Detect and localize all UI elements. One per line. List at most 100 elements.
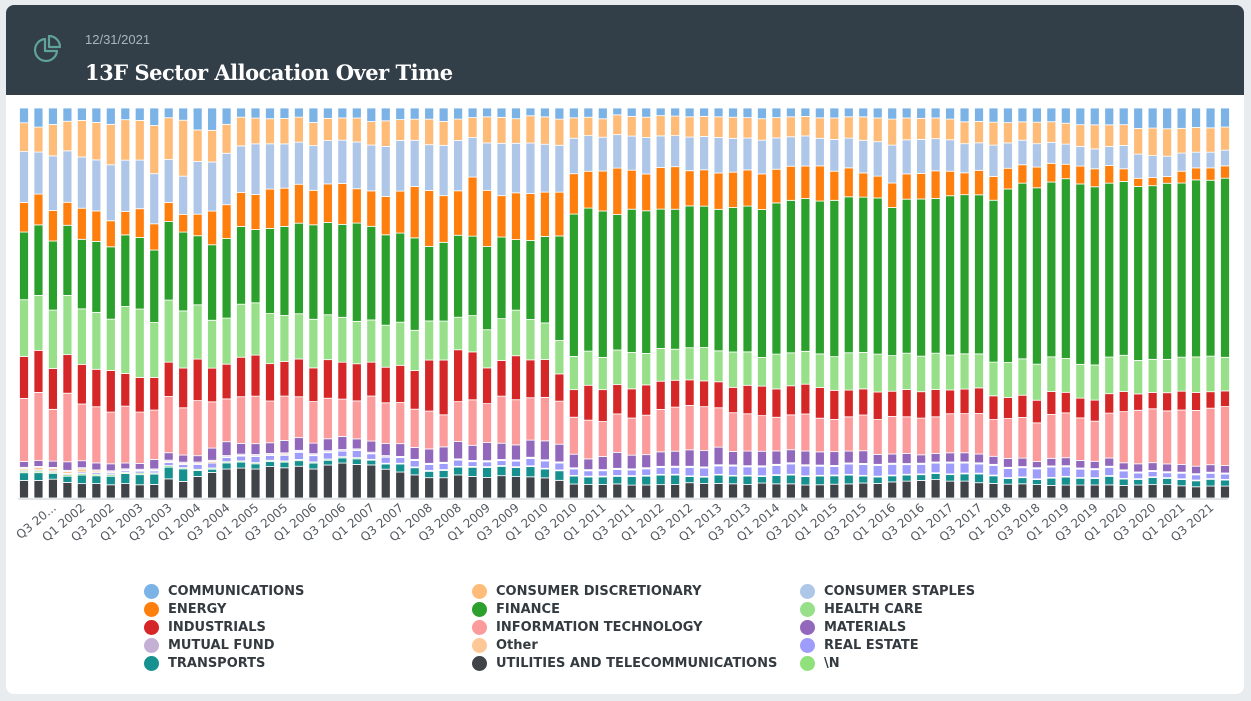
bar-segment[interactable] [655, 451, 666, 467]
bar-segment[interactable] [149, 484, 160, 499]
bar-segment[interactable] [1191, 480, 1201, 488]
bar-segment[interactable] [988, 475, 999, 484]
bar-segment[interactable] [641, 210, 652, 354]
bar-segment[interactable] [19, 107, 29, 124]
bar-segment[interactable] [684, 116, 695, 138]
bar-segment[interactable] [771, 388, 782, 418]
bar-segment[interactable] [1220, 126, 1230, 151]
bar-segment[interactable] [221, 107, 232, 125]
bar-segment[interactable] [511, 107, 521, 120]
bar-segment[interactable] [351, 222, 362, 322]
bar-segment[interactable] [453, 474, 463, 499]
bar-segment[interactable] [829, 483, 840, 499]
bar-segment[interactable] [453, 466, 463, 476]
bar-segment[interactable] [540, 359, 550, 398]
bar-segment[interactable] [959, 413, 970, 454]
bar-segment[interactable] [670, 406, 681, 452]
bar-segment[interactable] [48, 240, 58, 311]
bar-segment[interactable] [1104, 475, 1115, 486]
bar-segment[interactable] [757, 107, 767, 120]
bar-segment[interactable] [597, 170, 608, 212]
bar-segment[interactable] [279, 187, 290, 227]
bar-segment[interactable] [1060, 163, 1071, 180]
bar-segment[interactable] [1162, 392, 1173, 412]
bar-segment[interactable] [1191, 127, 1201, 153]
bar-segment[interactable] [1220, 107, 1230, 128]
bar-segment[interactable] [1075, 183, 1086, 365]
bar-segment[interactable] [236, 442, 246, 455]
bar-segment[interactable] [872, 197, 883, 355]
bar-segment[interactable] [872, 465, 883, 477]
bar-segment[interactable] [1133, 177, 1144, 187]
bar-segment[interactable] [757, 482, 767, 499]
bar-segment[interactable] [945, 107, 955, 120]
bar-segment[interactable] [62, 461, 73, 471]
bar-segment[interactable] [583, 350, 594, 386]
bar-segment[interactable] [380, 456, 391, 464]
bar-segment[interactable] [872, 353, 883, 393]
bar-segment[interactable] [1220, 473, 1230, 480]
bar-segment[interactable] [1118, 145, 1129, 170]
bar-segment[interactable] [1191, 410, 1201, 467]
bar-segment[interactable] [554, 443, 565, 463]
bar-segment[interactable] [366, 395, 377, 442]
bar-segment[interactable] [930, 198, 941, 354]
bar-segment[interactable] [945, 462, 955, 475]
bar-segment[interactable] [1075, 107, 1086, 126]
bar-segment[interactable] [467, 466, 478, 477]
bar-segment[interactable] [1031, 187, 1042, 365]
bar-segment[interactable] [525, 476, 536, 499]
bar-segment[interactable] [424, 359, 435, 412]
legend-item[interactable]: CONSUMER STAPLES [800, 582, 975, 600]
bar-segment[interactable] [308, 189, 319, 226]
bar-segment[interactable] [525, 397, 536, 441]
bar-segment[interactable] [33, 460, 44, 467]
bar-segment[interactable] [771, 475, 782, 485]
bar-segment[interactable] [496, 460, 507, 466]
bar-segment[interactable] [1220, 406, 1230, 466]
bar-segment[interactable] [62, 120, 73, 152]
bar-segment[interactable] [294, 460, 304, 467]
bar-segment[interactable] [279, 395, 290, 441]
bar-segment[interactable] [843, 483, 854, 499]
bar-segment[interactable] [742, 384, 753, 415]
bar-segment[interactable] [612, 134, 623, 169]
bar-segment[interactable] [380, 120, 391, 147]
bar-segment[interactable] [800, 116, 811, 137]
bar-segment[interactable] [1176, 390, 1187, 411]
bar-segment[interactable] [120, 483, 131, 499]
bar-segment[interactable] [945, 474, 955, 482]
bar-segment[interactable] [380, 107, 391, 122]
bar-segment[interactable] [250, 395, 261, 445]
bar-segment[interactable] [134, 120, 145, 161]
bar-segment[interactable] [1017, 394, 1028, 418]
bar-segment[interactable] [250, 229, 261, 304]
bar-segment[interactable] [540, 107, 550, 118]
bar-segment[interactable] [496, 465, 507, 477]
bar-segment[interactable] [554, 144, 565, 193]
bar-segment[interactable] [149, 377, 160, 411]
bar-segment[interactable] [554, 462, 565, 471]
bar-segment[interactable] [351, 320, 362, 365]
bar-segment[interactable] [945, 354, 955, 391]
bar-segment[interactable] [699, 205, 709, 348]
bar-segment[interactable] [1046, 121, 1057, 143]
bar-segment[interactable] [163, 452, 174, 461]
bar-segment[interactable] [1118, 470, 1129, 479]
bar-segment[interactable] [713, 465, 724, 475]
bar-segment[interactable] [525, 359, 536, 399]
bar-segment[interactable] [19, 398, 29, 462]
bar-segment[interactable] [1162, 182, 1173, 360]
bar-segment[interactable] [322, 359, 333, 399]
bar-segment[interactable] [684, 136, 695, 172]
bar-segment[interactable] [655, 484, 666, 499]
bar-segment[interactable] [163, 159, 174, 203]
bar-segment[interactable] [149, 107, 160, 126]
bar-segment[interactable] [19, 299, 29, 357]
bar-segment[interactable] [33, 193, 44, 226]
bar-segment[interactable] [395, 119, 406, 141]
bar-segment[interactable] [1075, 145, 1086, 167]
bar-segment[interactable] [192, 476, 203, 499]
bar-segment[interactable] [178, 231, 189, 312]
bar-segment[interactable] [858, 107, 869, 118]
